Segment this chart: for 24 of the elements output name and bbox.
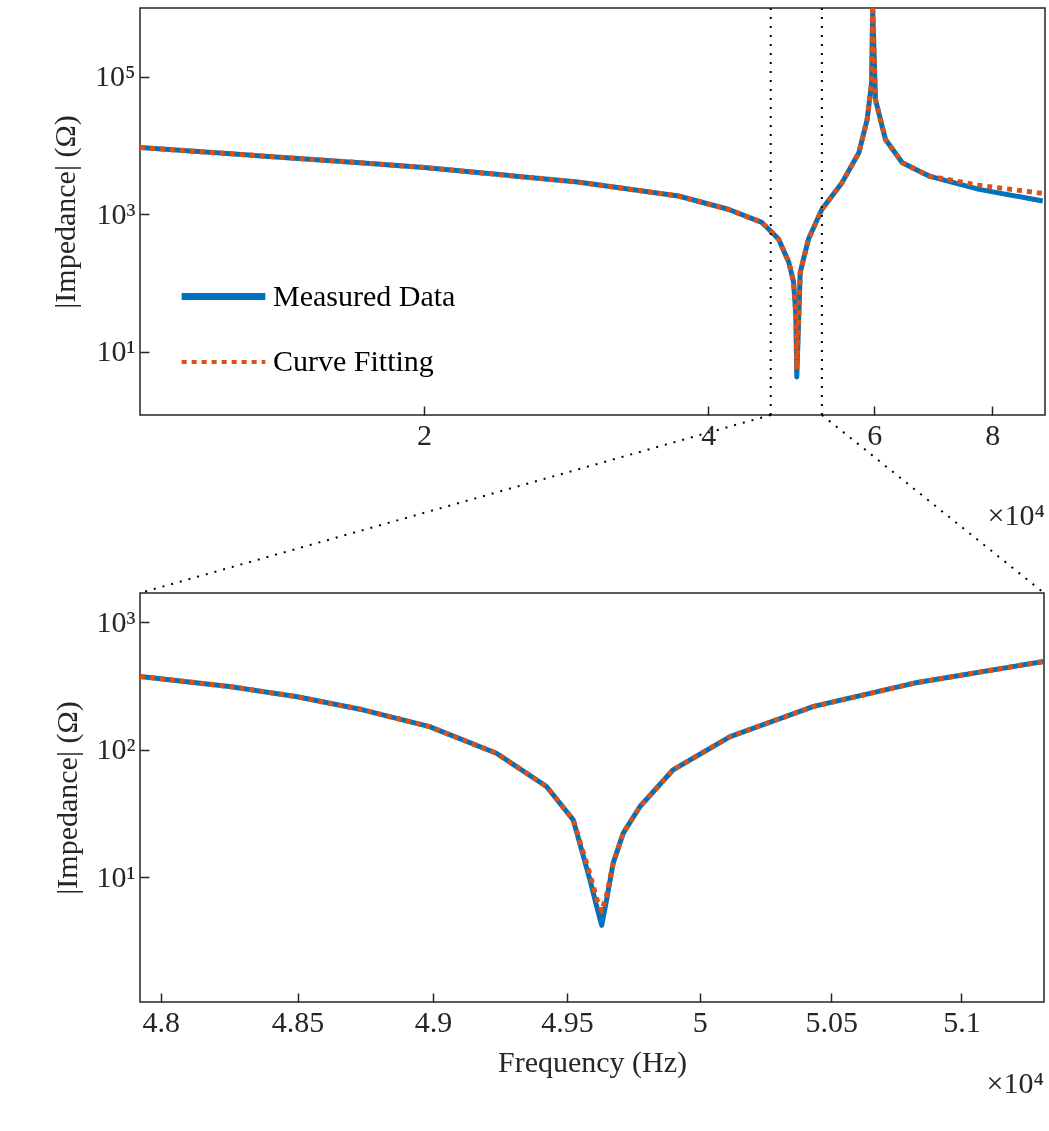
- x-tick-label: 4.85: [271, 1004, 325, 1038]
- x-tick-label: 8: [985, 417, 1001, 451]
- x-tick-label: 2: [417, 417, 433, 451]
- y-axis-title: |Impedance| (Ω): [48, 115, 83, 309]
- legend-label: Curve Fitting: [273, 344, 434, 377]
- legend-label: Measured Data: [273, 278, 456, 312]
- y-tick-label: 10³: [96, 604, 136, 638]
- x-tick-label: 4: [701, 417, 717, 451]
- x-axis-title: Frequency (Hz): [497, 1044, 688, 1079]
- x-tick-label: 4.8: [142, 1004, 180, 1038]
- text: ×10⁴: [987, 498, 1045, 532]
- y-tick-label: 10¹: [96, 859, 136, 893]
- x-tick-label: 5: [692, 1004, 708, 1038]
- y-tick-label: 10²: [96, 732, 136, 766]
- x-tick-label: 4.9: [414, 1004, 453, 1038]
- y-tick-label: 10³: [96, 196, 136, 230]
- y-tick-label: 10¹: [96, 334, 136, 368]
- x-tick-label: 5.1: [943, 1004, 981, 1038]
- x-tick-label: 5.05: [805, 1004, 859, 1038]
- x-tick-label: 6: [867, 417, 883, 451]
- x-tick-label: 4.95: [541, 1004, 594, 1038]
- y-axis-title: |Impedance| (Ω): [49, 701, 84, 895]
- text: ×10⁴: [986, 1066, 1044, 1100]
- y-tick-label: 10⁵: [95, 59, 136, 93]
